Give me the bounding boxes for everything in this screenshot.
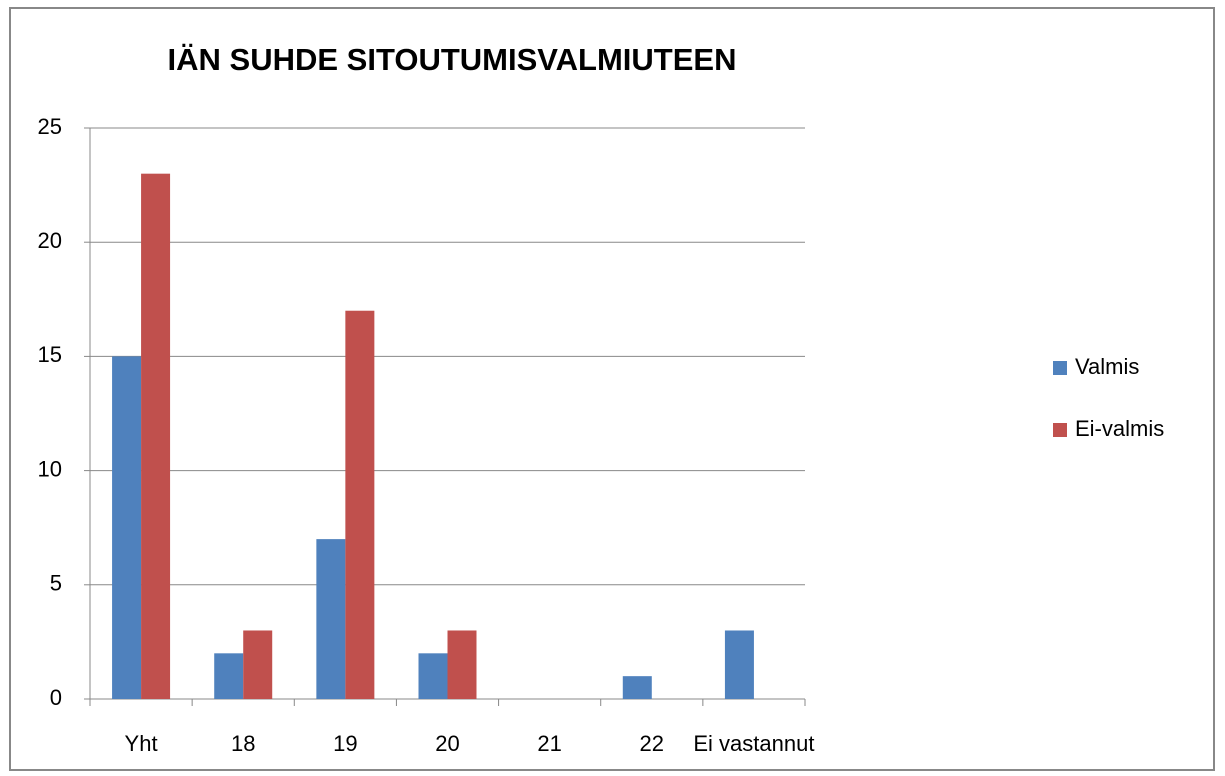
bar	[316, 539, 346, 699]
legend-label: Ei-valmis	[1075, 416, 1164, 441]
chart-title: IÄN SUHDE SITOUTUMISVALMIUTEEN	[168, 42, 737, 77]
bar	[418, 653, 448, 699]
bar	[724, 630, 754, 699]
x-tick-label: 22	[640, 731, 664, 756]
y-tick-label: 0	[50, 685, 62, 710]
y-tick-label: 25	[38, 114, 62, 139]
x-tick-label: 21	[537, 731, 561, 756]
y-tick-label: 15	[38, 342, 62, 367]
x-tick-label: Ei vastannut	[693, 731, 814, 756]
y-tick-label: 20	[38, 228, 62, 253]
x-tick-label: 20	[435, 731, 459, 756]
bar	[214, 653, 244, 699]
y-tick-label: 5	[50, 571, 62, 596]
bar	[141, 173, 171, 699]
x-tick-label: 19	[333, 731, 357, 756]
bar	[345, 310, 375, 699]
chart-frame	[9, 7, 1215, 771]
bar	[622, 676, 652, 699]
bar	[447, 630, 477, 699]
x-tick-label: 18	[231, 731, 255, 756]
bar	[112, 356, 142, 699]
x-tick-label: Yht	[125, 731, 158, 756]
bar	[243, 630, 273, 699]
legend-label: Valmis	[1075, 354, 1139, 379]
legend-swatch	[1053, 361, 1067, 375]
y-tick-label: 10	[38, 456, 62, 481]
legend-swatch	[1053, 423, 1067, 437]
